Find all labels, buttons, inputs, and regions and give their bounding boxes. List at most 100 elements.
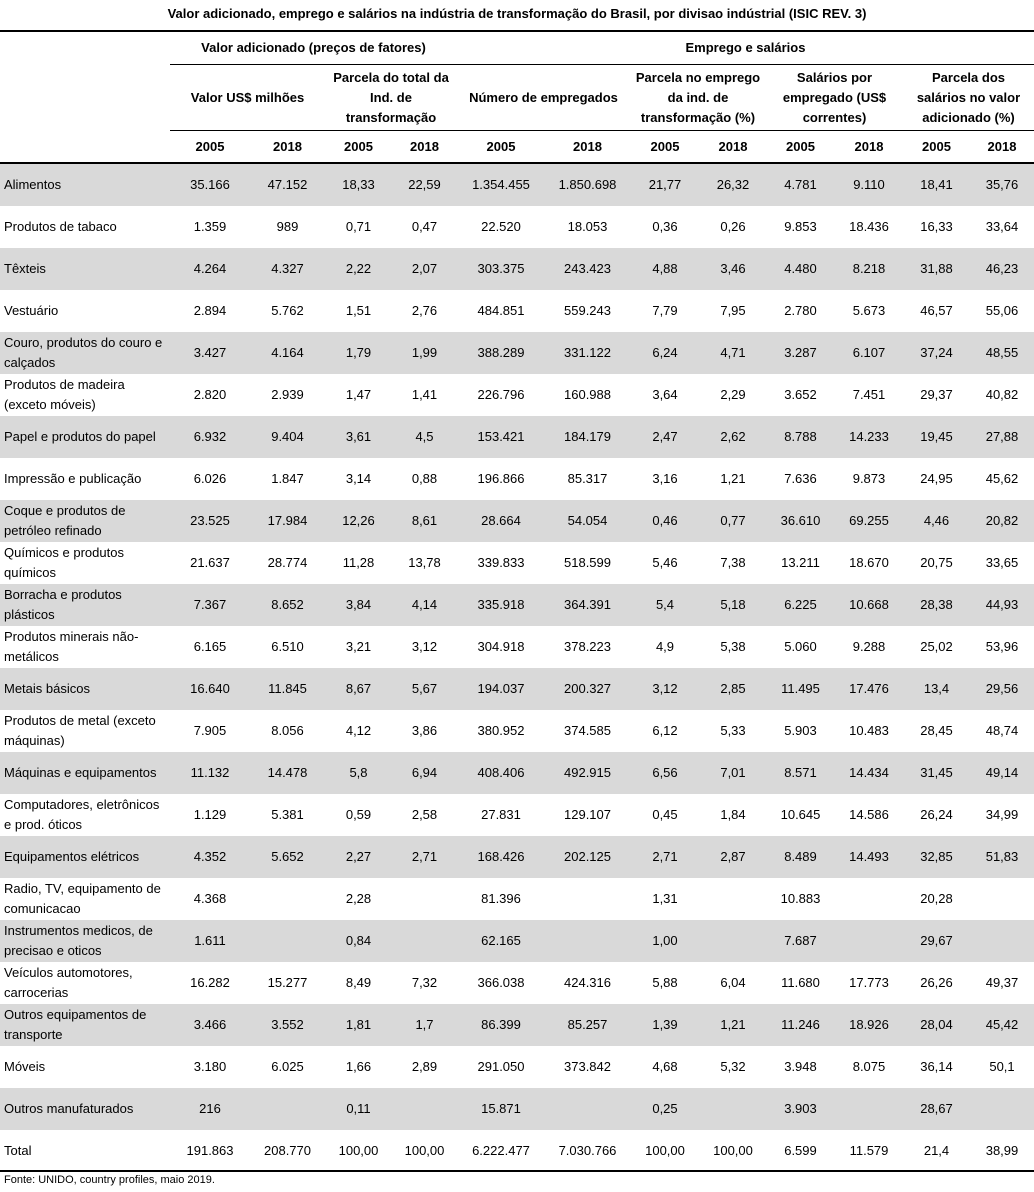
table-cell: 5,4 [655,597,675,612]
table-cell: 1,81 [345,1017,372,1032]
table-cell: 4.327 [271,261,304,276]
rule-line [0,162,1034,164]
year-header: 2018 [987,138,1017,154]
table-cell: 24,95 [920,471,953,486]
table-cell: 366.038 [477,975,525,990]
table-cell: 1,39 [652,1017,678,1032]
table-cell: 378.223 [564,639,611,654]
table-cell: 226.796 [477,387,525,402]
table-cell: 0,25 [652,1101,678,1116]
table-cell: 208.770 [264,1143,311,1158]
table-cell: 184.179 [564,429,611,444]
row-label: Produtos minerais não-metálicos [4,629,139,664]
table-cell: 4,71 [720,345,746,360]
table-cell: 6.026 [193,471,227,486]
table-cell: 29,37 [920,387,953,402]
table-cell: 1.359 [193,219,227,234]
table-cell: 3.427 [193,345,227,360]
table-cell: 2,28 [345,891,372,906]
table-cell: 5.652 [271,849,304,864]
table-cell: 6.165 [193,639,227,654]
table-cell: 8,67 [345,681,372,696]
table-cell: 28,38 [920,597,953,612]
table-cell: 7,79 [652,303,678,318]
table-cell: 5,46 [652,555,678,570]
table-cell: 6,04 [720,975,746,990]
table-cell: 5.381 [271,807,304,822]
table-cell: 3,16 [652,471,678,486]
table-cell: 3,12 [411,639,438,654]
table-cell: 4,88 [652,261,678,276]
table-cell: 8,49 [345,975,372,990]
table-cell: 0,88 [411,471,438,486]
table-cell: 7.636 [784,471,817,486]
table-cell: 32,85 [920,849,953,864]
table-cell: 36.610 [780,513,821,528]
table-cell: 331.122 [564,345,611,360]
year-header: 2005 [195,138,225,154]
year-header: 2005 [344,138,373,154]
table-cell: 989 [276,219,299,234]
table-cell: 85.317 [567,471,608,486]
table-title: Valor adicionado, emprego e salários na … [167,6,867,21]
table-cell: 0,11 [346,1101,371,1116]
table-cell: 1,51 [345,303,372,318]
table-cell: 1,00 [652,933,678,948]
table-cell: 202.125 [564,849,611,864]
table-cell: 0,46 [652,513,678,528]
table-cell: 28.664 [481,513,521,528]
table-cell: 5.060 [784,639,817,654]
table-cell: 5,67 [411,681,438,696]
table-cell: 153.421 [477,429,525,444]
table-cell: 243.423 [564,261,611,276]
table-cell: 11.495 [781,681,820,696]
column-header: Valor US$ milhões [190,89,305,105]
table-cell: 28,67 [920,1101,953,1116]
table-cell: 3,21 [345,639,372,654]
row-label: Químicos e produtos químicos [4,545,124,580]
table-cell: 129.107 [564,807,611,822]
table-cell: 10.645 [780,807,821,822]
table-cell: 29,56 [985,681,1019,696]
row-label: Coque e produtos de petróleo refinado [4,503,126,538]
table-cell: 18.670 [849,555,889,570]
row-label: Computadores, eletrônicos e prod. óticos [4,797,160,832]
row-band [0,416,1034,458]
table-cell: 12,26 [342,513,375,528]
row-band [0,752,1034,794]
row-label: Alimentos [4,177,62,192]
table-cell: 81.396 [481,891,521,906]
table-cell: 2,29 [720,387,746,402]
table-cell: 19,45 [920,429,953,444]
table-cell: 2.939 [271,387,304,402]
table-cell: 8.652 [271,597,304,612]
row-band [0,500,1034,542]
table-cell: 3.287 [784,345,817,360]
table-cell: 1,66 [345,1059,372,1074]
table-cell: 11.132 [190,765,230,780]
year-header: 2005 [486,138,516,154]
table-cell: 48,55 [985,345,1019,360]
row-label: Borracha e produtos plásticos [4,587,122,622]
table-cell: 4,5 [415,429,434,444]
table-cell: 1,41 [411,387,438,402]
table-cell: 37,24 [920,345,953,360]
table-cell: 35.166 [190,177,230,192]
table-cell: 51,83 [985,849,1019,864]
table-cell: 2,07 [411,261,438,276]
table-cell: 4.480 [784,261,817,276]
row-band [0,836,1034,878]
row-label: Vestuário [4,303,59,318]
table-cell: 4.781 [784,177,817,192]
table-cell: 13,78 [408,555,441,570]
table-cell: 2,62 [720,429,746,444]
row-band [0,1004,1034,1046]
row-label: Produtos de metal (exceto máquinas) [4,713,156,748]
table-cell: 408.406 [477,765,525,780]
table-cell: 2,47 [652,429,678,444]
column-header: Parcela dos salários no valor adicionado… [916,69,1021,125]
table-cell: 291.050 [477,1059,525,1074]
table-cell: 7,38 [720,555,746,570]
table-cell: 3,12 [652,681,678,696]
table-cell: 3,64 [652,387,678,402]
